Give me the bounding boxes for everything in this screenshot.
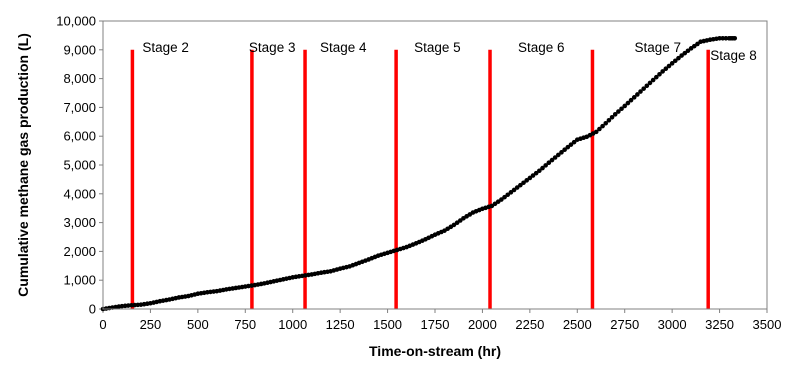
data-point <box>676 55 681 61</box>
data-point <box>612 112 618 117</box>
x-tick-label: 3500 <box>753 317 782 332</box>
data-point <box>657 71 662 77</box>
data-point <box>600 123 605 129</box>
data-point <box>543 163 548 168</box>
data-point <box>562 147 567 153</box>
x-tick-label: 2250 <box>515 317 544 332</box>
data-point <box>556 152 561 158</box>
stage-label: Stage 2 <box>142 40 189 55</box>
data-point <box>565 144 571 150</box>
x-tick-label: 1000 <box>278 317 307 332</box>
y-tick-label: 4,000 <box>63 186 96 201</box>
y-tick-label: 1,000 <box>63 273 96 288</box>
x-tick-label: 1250 <box>326 317 355 332</box>
stage-label: Stage 3 <box>249 40 296 55</box>
stage-lines: Stage 2 Stage 3 Stage 4 Stage 5 Stage 6 Stage… <box>130 40 757 309</box>
data-point <box>593 129 599 135</box>
data-point <box>502 194 507 200</box>
data-point <box>568 142 574 147</box>
data-point <box>499 197 504 202</box>
x-tick-label: 2000 <box>468 317 497 332</box>
data-point <box>533 170 539 176</box>
y-tick-label: 3,000 <box>63 215 96 230</box>
x-tick-label: 1750 <box>421 317 450 332</box>
data-point <box>521 180 526 186</box>
x-tick-label: 750 <box>234 317 256 332</box>
data-point <box>606 117 612 123</box>
x-tick-label: 250 <box>140 317 162 332</box>
data-point <box>720 35 726 41</box>
data-point <box>524 178 529 183</box>
stage-label: Stage 6 <box>518 40 565 55</box>
data-point <box>505 192 511 198</box>
data-point <box>669 61 675 66</box>
data-point <box>619 106 624 112</box>
data-point <box>625 100 631 106</box>
data-point <box>666 63 672 69</box>
data-point <box>723 35 729 41</box>
data-points <box>100 35 738 312</box>
data-point <box>660 69 665 74</box>
y-tick-label: 5,000 <box>63 158 96 173</box>
y-axis-ticks: 0 1,000 2,000 3,000 4,000 5,000 6,000 7,000 8,00… <box>56 14 103 317</box>
y-tick-label: 7,000 <box>63 100 96 115</box>
data-point <box>654 74 659 80</box>
stage-label: Stage 5 <box>414 40 461 55</box>
data-point <box>685 48 691 54</box>
data-point <box>682 50 688 56</box>
x-tick-label: 1500 <box>373 317 402 332</box>
data-point <box>650 77 656 83</box>
data-point <box>597 126 602 132</box>
x-tick-label: 3000 <box>658 317 687 332</box>
data-point <box>622 103 628 109</box>
data-point <box>647 80 653 86</box>
data-point <box>609 114 615 120</box>
y-axis-title: Cumulative methane gas production (L) <box>15 33 31 297</box>
x-tick-label: 3250 <box>705 317 734 332</box>
y-tick-label: 0 <box>89 302 96 317</box>
y-tick-label: 2,000 <box>63 244 96 259</box>
data-point <box>511 187 517 193</box>
plot-area-border <box>102 20 768 310</box>
x-tick-label: 2500 <box>563 317 592 332</box>
data-point <box>616 109 621 114</box>
data-point <box>530 173 536 178</box>
y-tick-label: 10,000 <box>56 14 96 29</box>
y-tick-label: 6,000 <box>63 129 96 144</box>
data-point <box>537 168 542 174</box>
data-point <box>673 58 678 64</box>
data-point <box>559 150 564 155</box>
data-point <box>631 95 637 100</box>
data-point <box>641 86 646 91</box>
data-point <box>644 83 650 89</box>
x-axis-ticks: 0 250 500 750 1000 1250 1500 1750 2000 2250 2500 27… <box>99 309 781 332</box>
data-point <box>638 89 643 94</box>
data-point <box>603 120 609 126</box>
stage-label: Stage 8 <box>710 48 757 63</box>
data-point <box>663 66 669 72</box>
x-tick-label: 0 <box>99 317 106 332</box>
x-axis-title: Time-on-stream (hr) <box>369 343 501 359</box>
y-tick-label: 8,000 <box>63 71 96 86</box>
data-point <box>635 92 640 97</box>
data-point <box>628 97 634 103</box>
data-point <box>546 160 552 165</box>
y-tick-label: 9,000 <box>63 42 96 57</box>
data-point <box>549 157 555 163</box>
data-point <box>571 139 577 145</box>
data-point <box>679 53 684 58</box>
data-point <box>552 155 558 160</box>
data-point <box>527 175 533 181</box>
data-point <box>732 35 738 41</box>
data-point <box>518 182 523 188</box>
x-tick-label: 500 <box>187 317 209 332</box>
data-point <box>508 190 514 195</box>
stage-label: Stage 7 <box>634 40 681 55</box>
stage-label: Stage 4 <box>320 40 367 55</box>
data-point <box>717 35 722 41</box>
data-point <box>514 185 520 190</box>
data-point <box>540 165 545 171</box>
x-tick-label: 2750 <box>610 317 639 332</box>
